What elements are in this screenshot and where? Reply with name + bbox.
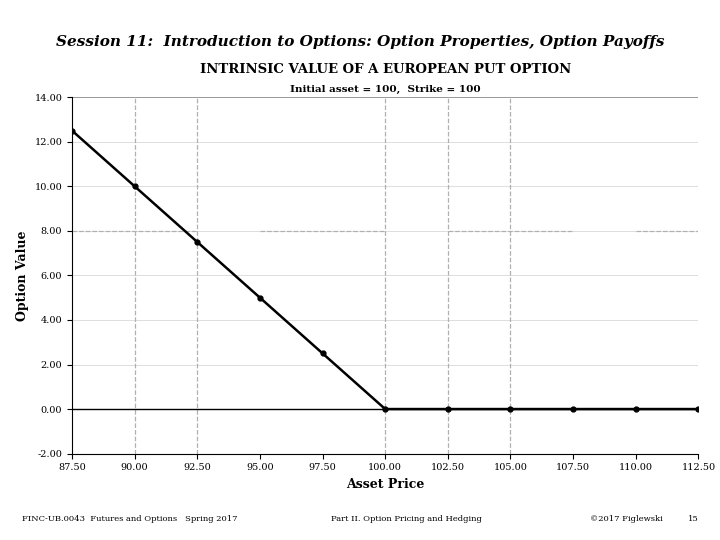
Text: Session 11:  Introduction to Options: Option Properties, Option Payoffs: Session 11: Introduction to Options: Opt… bbox=[55, 35, 665, 49]
X-axis label: Asset Price: Asset Price bbox=[346, 478, 424, 491]
Text: ©2017 Figlewski: ©2017 Figlewski bbox=[590, 516, 663, 523]
Text: FINC-UB.0043  Futures and Options   Spring 2017: FINC-UB.0043 Futures and Options Spring … bbox=[22, 516, 237, 523]
Text: Part II. Option Pricing and Hedging: Part II. Option Pricing and Hedging bbox=[331, 516, 482, 523]
Y-axis label: Option Value: Option Value bbox=[16, 230, 29, 321]
Text: 15: 15 bbox=[688, 516, 698, 523]
Text: INTRINSIC VALUE OF A EUROPEAN PUT OPTION: INTRINSIC VALUE OF A EUROPEAN PUT OPTION bbox=[199, 63, 571, 76]
Text: Initial asset = 100,  Strike = 100: Initial asset = 100, Strike = 100 bbox=[290, 85, 480, 93]
